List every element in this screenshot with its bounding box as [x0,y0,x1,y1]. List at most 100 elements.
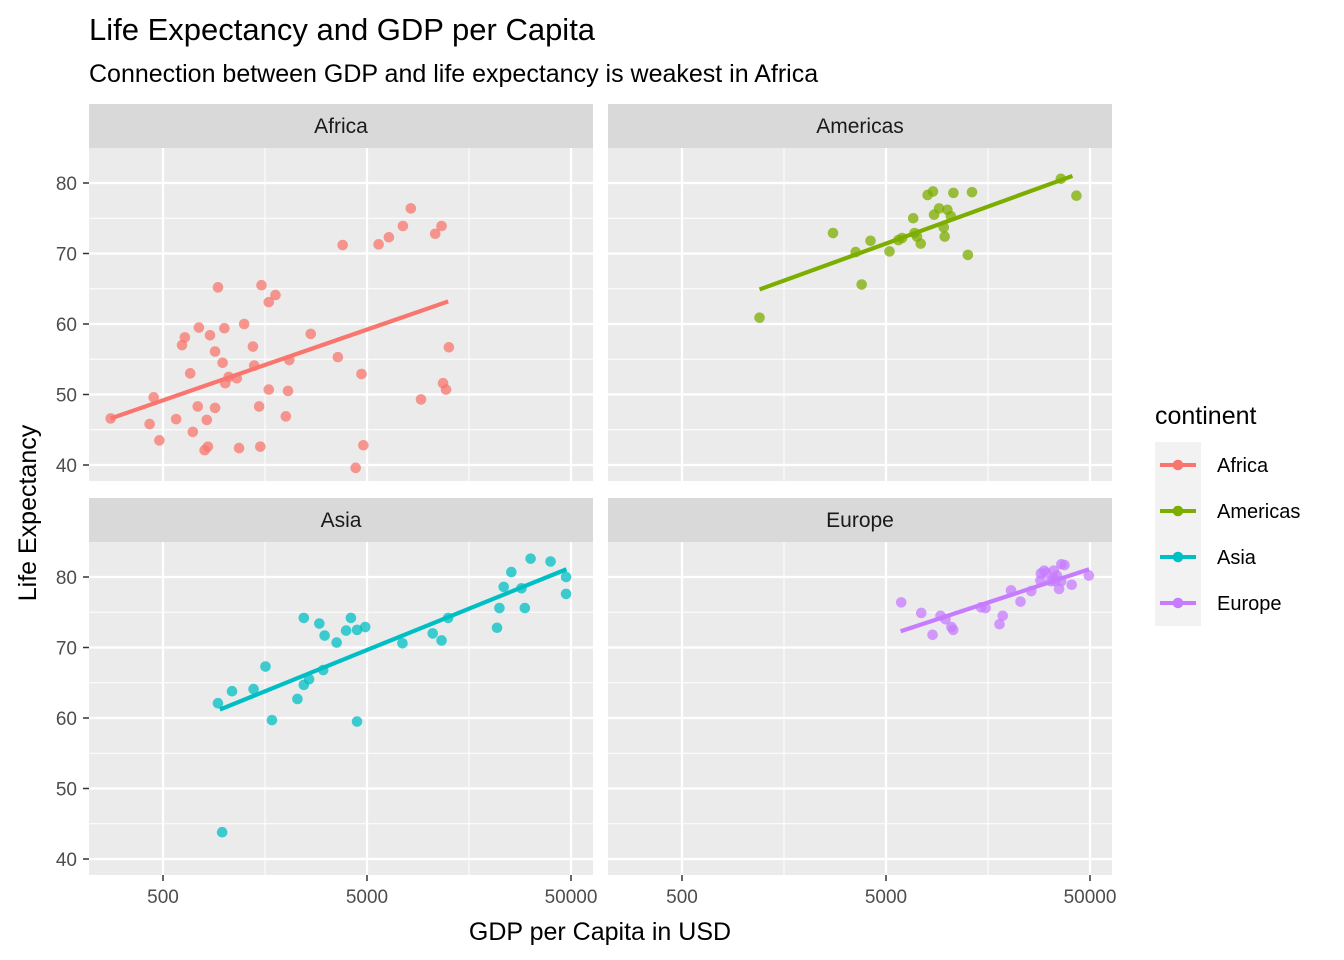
data-point [397,637,408,649]
data-point [966,186,978,198]
legend-point [1172,505,1184,517]
data-point [263,296,275,308]
x-tick-label: 50000 [545,887,598,908]
legend-label: Europe [1217,593,1282,615]
panel-background [89,542,593,875]
data-point [345,612,357,624]
data-point [525,553,536,564]
chart-subtitle: Connection between GDP and life expectan… [89,60,818,88]
data-point [217,357,228,369]
data-point [884,246,895,257]
x-tick-label: 500 [666,887,698,908]
data-point [201,414,213,426]
data-point [350,462,361,474]
data-point [298,612,310,624]
data-point [319,630,330,641]
data-point [545,556,556,567]
data-point [209,402,221,414]
data-point [927,629,938,641]
data-point [948,187,959,199]
facet-panels: Africa 40 50 60 70 80 Americas Asia 40 50 60 70 80 50… [56,104,1116,908]
data-point [415,394,427,405]
y-tick-label: 80 [56,568,77,589]
data-point [212,282,224,293]
data-point [148,392,159,403]
facet-strip-label: Africa [314,115,368,138]
panel-background [89,148,593,481]
facet-strip [608,498,1112,542]
data-point [754,312,765,323]
y-tick-label: 60 [56,315,77,336]
data-point [915,607,927,619]
legend-point [1172,551,1184,563]
x-tick-label: 5000 [865,887,907,908]
y-tick-label: 60 [56,709,77,730]
data-point [491,622,503,634]
data-point [179,332,191,343]
data-point [560,588,572,600]
y-tick-label: 70 [56,639,77,660]
data-point [429,228,441,240]
data-point [356,368,367,380]
data-point [383,231,395,243]
x-tick-label: 5000 [346,887,388,908]
data-point [337,239,348,251]
data-point [440,384,452,395]
data-point [154,435,165,446]
data-point [216,826,228,838]
data-point [498,581,510,593]
legend-label: Asia [1217,547,1257,569]
y-tick-label: 50 [56,386,77,407]
data-point [332,351,344,363]
trend-line [109,299,449,421]
data-point [170,413,182,425]
facet-panel-americas: Americas [608,104,1112,481]
data-point [351,716,363,727]
legend-item-asia: Asia [1155,534,1257,580]
data-point [506,566,517,578]
data-point [947,624,959,636]
data-point [248,683,259,695]
y-tick-label: 40 [56,850,77,871]
data-point [212,697,224,709]
data-point [255,441,266,452]
trend-line [758,173,1074,292]
x-tick-label: 500 [147,887,179,908]
x-axis-title: GDP per Capita in USD [469,918,731,946]
data-point [331,637,342,648]
data-point [260,661,271,672]
facet-panel-europe: Europe 500 5000 50000 [608,498,1116,908]
data-point [915,238,927,249]
data-point [373,239,384,250]
trend-line [900,567,1090,634]
data-point [256,279,267,291]
panel-background [608,148,1112,481]
data-point [494,602,505,614]
y-tick-label: 70 [56,245,77,266]
data-point [939,231,951,242]
data-point [233,442,245,454]
y-tick-label: 40 [56,456,77,477]
y-tick-label: 50 [56,780,77,801]
data-point [359,621,371,633]
data-point [1083,570,1095,581]
legend-label: Americas [1217,501,1300,523]
data-point [1066,579,1078,591]
data-point [1071,190,1082,201]
facet-strip [89,104,593,148]
data-point [282,385,294,397]
legend-title: continent [1155,402,1257,430]
data-point [266,714,278,726]
facet-strip-label: Europe [826,509,894,532]
facet-strip-label: Asia [321,509,362,532]
data-point [358,439,369,451]
data-point [1059,559,1070,571]
data-point [219,322,230,334]
data-point [247,341,259,352]
data-point [997,610,1009,622]
panel-background [608,542,1112,875]
legend: continent Africa Americas Asia Europe [1155,402,1300,626]
data-point [927,186,939,197]
data-point [405,203,417,214]
